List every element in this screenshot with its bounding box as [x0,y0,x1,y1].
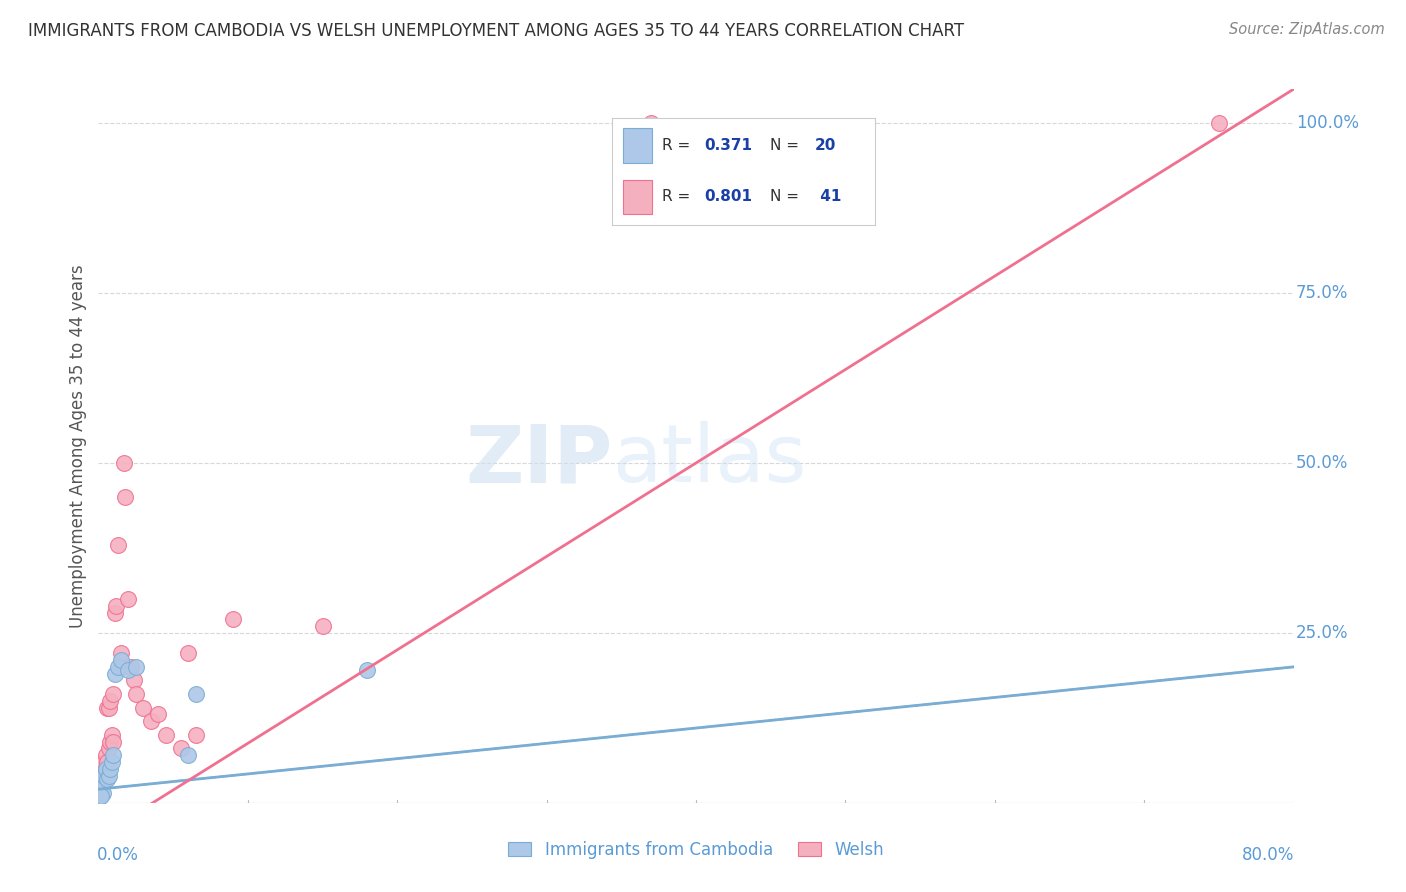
Point [169,741,191,756]
Point [90,782,112,797]
Point [125,660,148,674]
Point [222,612,245,626]
Point [148,707,170,722]
Point [112,456,135,470]
Point [107,660,129,674]
Text: 75.0%: 75.0% [1296,284,1348,302]
Point [97,741,120,756]
Point [97,700,120,714]
Point [117,591,139,606]
Point [96,755,118,769]
Point [101,755,124,769]
Point [110,646,132,660]
Text: 100.0%: 100.0% [1296,114,1360,132]
Point [132,700,155,714]
Point [93,755,115,769]
Point [98,734,122,748]
Point [93,769,115,783]
Point [89,789,111,803]
Text: ZIP: ZIP [465,421,612,500]
Point [177,646,200,660]
Point [110,660,132,674]
Text: 25.0%: 25.0% [1296,624,1348,642]
Point [91,786,114,800]
Point [139,714,162,729]
Text: IMMIGRANTS FROM CAMBODIA VS WELSH UNEMPLOYMENT AMONG AGES 35 TO 44 YEARS CORRELA: IMMIGRANTS FROM CAMBODIA VS WELSH UNEMPL… [28,22,965,40]
Point [184,728,207,742]
Point [103,748,125,763]
Point [107,537,129,551]
Point [94,762,117,776]
Legend: Immigrants from Cambodia, Welsh: Immigrants from Cambodia, Welsh [501,835,891,866]
Point [96,700,118,714]
Point [91,775,114,789]
Point [104,666,127,681]
Point [89,789,111,803]
Point [125,687,148,701]
Text: Source: ZipAtlas.com: Source: ZipAtlas.com [1229,22,1385,37]
Text: atlas: atlas [612,421,807,500]
Point [103,687,125,701]
Point [311,619,333,633]
Point [91,775,114,789]
Point [124,673,146,688]
Point [94,748,117,763]
Point [1208,116,1230,130]
Point [96,772,118,786]
Text: 80.0%: 80.0% [1243,846,1295,863]
Point [105,599,128,613]
Point [356,663,378,677]
Point [90,789,112,803]
Point [97,769,120,783]
Point [90,775,112,789]
Point [120,660,142,674]
Point [94,762,117,776]
Point [89,782,111,797]
Point [110,653,132,667]
Point [98,694,122,708]
Point [104,606,127,620]
Point [640,116,662,130]
Point [91,769,114,783]
Y-axis label: Unemployment Among Ages 35 to 44 years: Unemployment Among Ages 35 to 44 years [69,264,87,628]
Point [117,663,139,677]
Text: 0.0%: 0.0% [97,846,139,863]
Point [155,728,177,742]
Point [90,782,112,797]
Point [184,687,207,701]
Point [177,748,200,763]
Point [101,728,124,742]
Point [103,734,125,748]
Point [114,490,136,504]
Point [93,769,115,783]
Point [98,762,122,776]
Text: 50.0%: 50.0% [1296,454,1348,472]
